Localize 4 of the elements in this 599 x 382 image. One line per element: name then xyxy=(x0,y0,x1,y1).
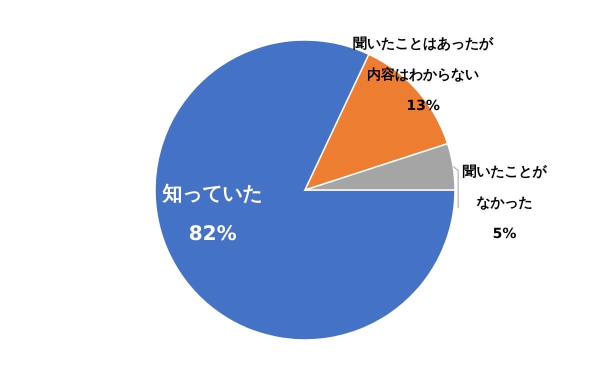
data-label: 5% xyxy=(492,226,516,242)
slice-label: 聞いたことがなかった xyxy=(462,164,548,211)
data-label: 82% xyxy=(188,221,237,246)
slice-label: 知っていた xyxy=(162,181,263,206)
